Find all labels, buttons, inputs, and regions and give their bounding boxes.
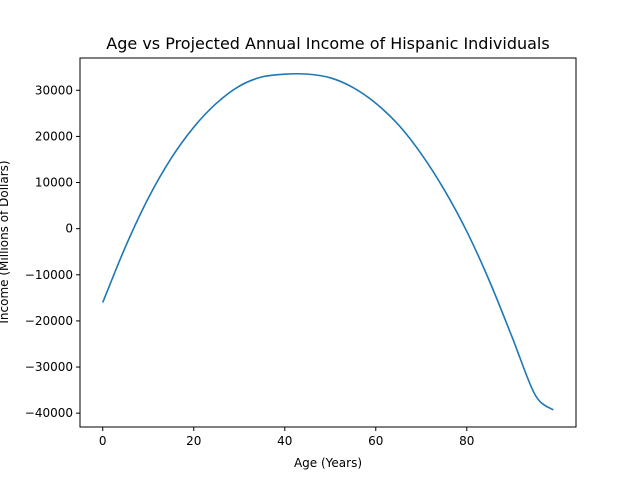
x-tick-label: 0 [99,434,107,448]
x-tick-label: 20 [186,434,201,448]
y-tick-label: 30000 [35,83,73,97]
series-group [102,72,554,411]
y-tick-label: −30000 [25,360,73,374]
x-axis-ticks: 0 20 40 60 80 [99,427,474,448]
plot-area [79,57,577,428]
y-tick-label: 10000 [35,176,73,190]
x-tick-label: 60 [368,434,383,448]
series-line [102,72,554,411]
y-axis-ticks: −40000 −30000 −20000 −10000 0 10000 20000 30000 [25,83,80,420]
y-tick-label: −40000 [25,406,73,420]
y-axis-label: Income (Millions of Dollars) [0,160,11,323]
y-tick-label: 20000 [35,129,73,143]
y-tick-label: −20000 [25,314,73,328]
x-tick-label: 80 [459,434,474,448]
chart-title: Age vs Projected Annual Income of Hispan… [106,34,549,53]
y-tick-label: −10000 [25,268,73,282]
x-tick-label: 40 [277,434,292,448]
x-axis-label: Age (Years) [294,456,362,470]
y-tick-label: 0 [65,222,73,236]
